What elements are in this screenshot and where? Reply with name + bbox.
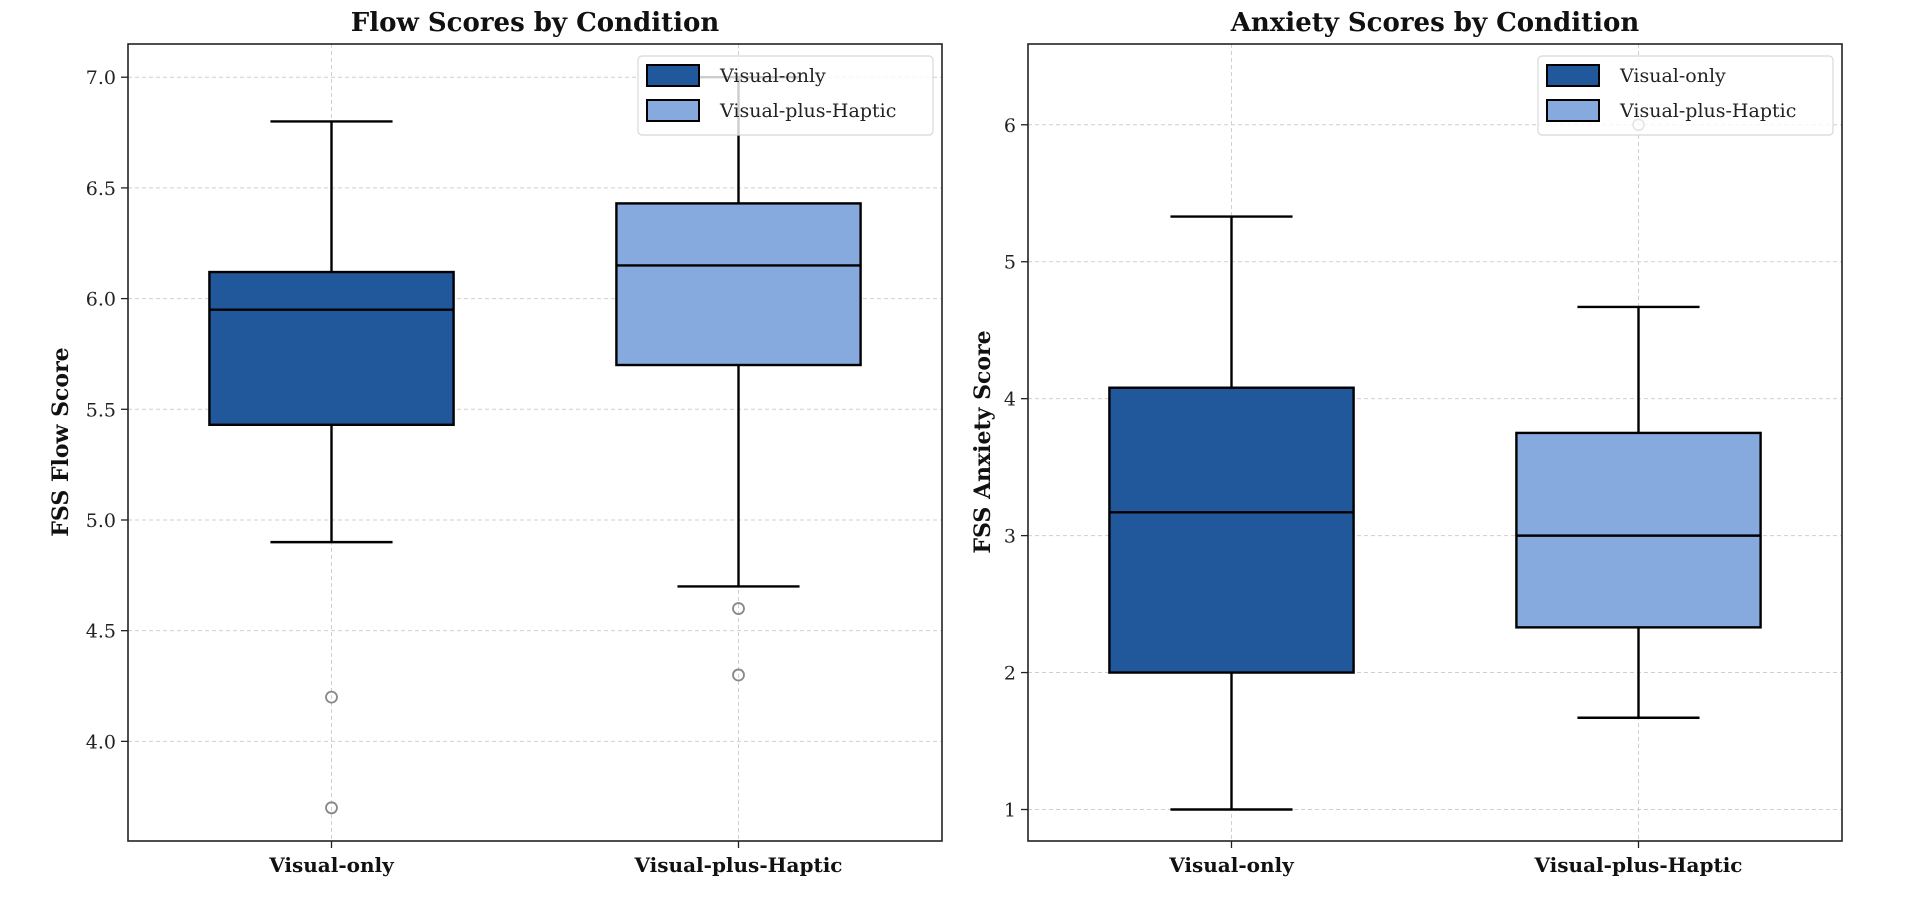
flow-ytick-label: 4.5 — [86, 621, 116, 643]
legend-label: Visual-plus-Haptic — [719, 100, 896, 122]
flow-axes-frame — [127, 43, 943, 842]
anxiety-ytick-label: 4 — [1004, 389, 1016, 411]
anxiety-ytick-label: 2 — [1004, 663, 1016, 685]
outlier-point — [325, 801, 338, 815]
iqr-box — [1108, 386, 1355, 674]
flow-legend: Visual-only Visual-plus-Haptic — [637, 55, 934, 136]
flow-boxes — [208, 76, 862, 815]
anxiety-box-visual-only — [1108, 215, 1355, 811]
outlier-point — [732, 602, 745, 615]
flow-ytick-label: 6.0 — [86, 289, 116, 311]
legend-label: Visual-plus-Haptic — [1619, 100, 1796, 122]
flow-ytick-label: 7.0 — [86, 67, 116, 89]
outlier-point — [732, 668, 745, 682]
anxiety-axes-frame — [1027, 43, 1843, 842]
legend-swatch — [1546, 99, 1600, 122]
flow-xtick-label: Visual-plus-Haptic — [634, 853, 843, 877]
flow-ticks: 4.0 4.5 5.0 5.5 6.0 6.5 7.0 Visual-only Visual-p… — [86, 67, 843, 877]
flow-ytick-label: 5.5 — [86, 399, 116, 421]
anxiety-chart-panel: 1 2 3 4 5 6 Visual-only Visual-plus-Haptic Anxi… — [970, 8, 1843, 877]
legend-label: Visual-only — [1619, 65, 1726, 87]
iqr-box — [615, 202, 862, 367]
flow-grid — [128, 44, 942, 841]
legend-swatch — [646, 99, 700, 122]
flow-ytick-label: 4.0 — [86, 731, 116, 753]
iqr-box — [1515, 431, 1762, 629]
anxiety-y-axis-label: FSS Anxiety Score — [970, 330, 996, 553]
outlier-point — [325, 690, 338, 704]
flow-chart-title: Flow Scores by Condition — [351, 8, 720, 38]
flow-legend-frame — [637, 55, 934, 136]
anxiety-legend: Visual-only Visual-plus-Haptic — [1537, 55, 1834, 136]
anxiety-chart-title: Anxiety Scores by Condition — [1230, 8, 1640, 38]
iqr-box — [208, 270, 455, 426]
flow-ytick-label: 5.0 — [86, 510, 116, 532]
anxiety-ytick-label: 3 — [1004, 526, 1016, 548]
anxiety-ytick-label: 1 — [1004, 800, 1016, 822]
flow-box-visual-only — [208, 120, 455, 815]
legend-swatch — [1546, 64, 1600, 87]
anxiety-xtick-label: Visual-plus-Haptic — [1534, 853, 1743, 877]
anxiety-ytick-label: 6 — [1004, 115, 1016, 137]
flow-box-visual-plus-haptic — [615, 76, 862, 682]
flow-ytick-label: 6.5 — [86, 178, 116, 200]
anxiety-legend-frame — [1537, 55, 1834, 136]
anxiety-boxes — [1108, 118, 1762, 811]
legend-swatch — [646, 64, 700, 87]
anxiety-ytick-label: 5 — [1004, 252, 1016, 274]
anxiety-xtick-label: Visual-only — [1168, 853, 1295, 877]
anxiety-ticks: 1 2 3 4 5 6 Visual-only Visual-plus-Haptic — [1004, 115, 1743, 877]
flow-chart-panel: 4.0 4.5 5.0 5.5 6.0 6.5 7.0 Visual-only Visual-p… — [48, 8, 943, 877]
flow-y-axis-label: FSS Flow Score — [48, 347, 74, 536]
flow-xtick-label: Visual-only — [268, 853, 395, 877]
anxiety-box-visual-plus-haptic — [1515, 118, 1762, 719]
legend-label: Visual-only — [719, 65, 826, 87]
